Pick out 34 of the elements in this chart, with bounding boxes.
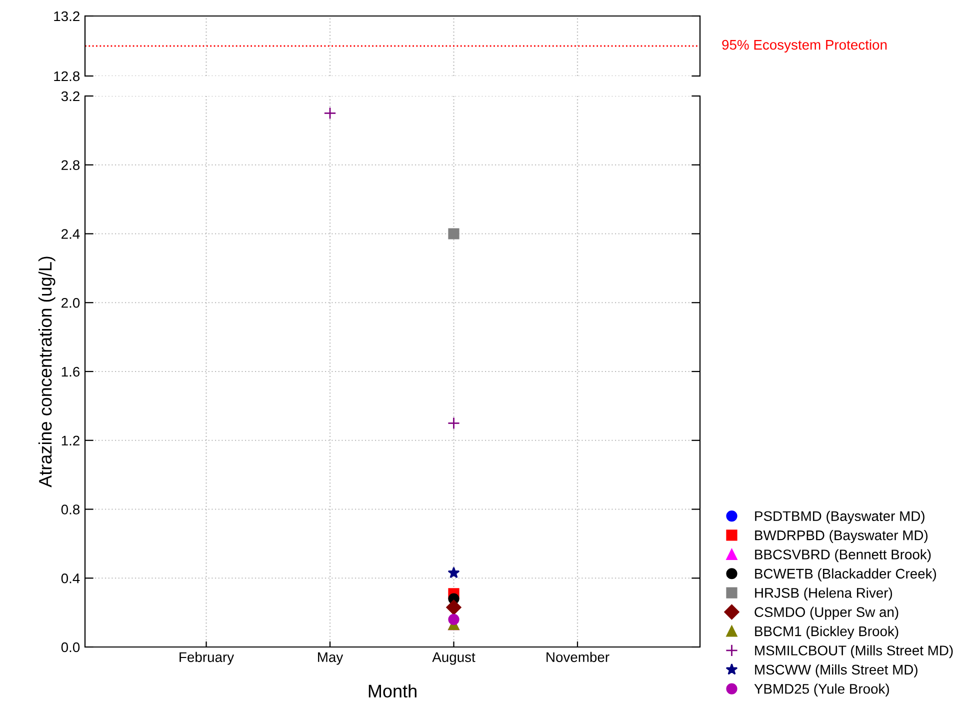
y-tick-label: 0.0 <box>61 642 80 652</box>
x-axis-title: Month <box>368 684 416 698</box>
point <box>448 614 460 626</box>
y-axis-title: Atrazine concentration (ug/L) <box>38 256 56 488</box>
x-tick-label: November <box>546 652 610 662</box>
y-tick-label: 0.4 <box>61 573 80 584</box>
point <box>446 600 462 615</box>
legend-label: PSDTBMD (Bayswater MD) <box>755 510 924 524</box>
legend-label: BBCSVBRD (Bennett Brook) <box>755 549 931 562</box>
legend-label: BBCM1 (Bickley Brook) <box>755 626 898 639</box>
legend-label: YBMD25 (Yule Brook) <box>754 684 889 697</box>
legend-label: HRJSB (Helena River) <box>755 588 892 601</box>
y-tick-label: 1.2 <box>62 436 80 446</box>
x-tick-label: August <box>432 652 476 665</box>
point <box>448 228 460 240</box>
y-tick-label: 2.0 <box>62 298 80 308</box>
y-tick-label: 13.2 <box>54 11 80 22</box>
legend-label: BWDRPBD (Bayswater MD) <box>755 530 928 543</box>
legend-label: CSMDO (Upper Sw an) <box>754 606 898 620</box>
point <box>448 566 460 578</box>
x-tick-label: February <box>180 652 234 665</box>
x-tick-label: May <box>318 652 344 665</box>
ref-line-label: 95% Ecosystem Protection <box>722 40 887 52</box>
point <box>324 106 336 120</box>
y-tick-label: 3.2 <box>61 91 80 102</box>
y-tick-label: 0.8 <box>61 504 80 514</box>
y-tick-label: 12.8 <box>54 71 80 82</box>
legend-label: MSCWW (Mills Street MD) <box>755 664 918 678</box>
y-tick-label: 1.6 <box>62 366 80 377</box>
point <box>448 416 460 430</box>
y-tick-label: 2.8 <box>62 160 80 170</box>
y-tick-label: 2.4 <box>62 229 80 239</box>
legend-label: BCWETB (Blackadder Creek) <box>755 568 936 582</box>
legend-label: MSMILCBOUT (Mills Street MD) <box>755 645 953 658</box>
